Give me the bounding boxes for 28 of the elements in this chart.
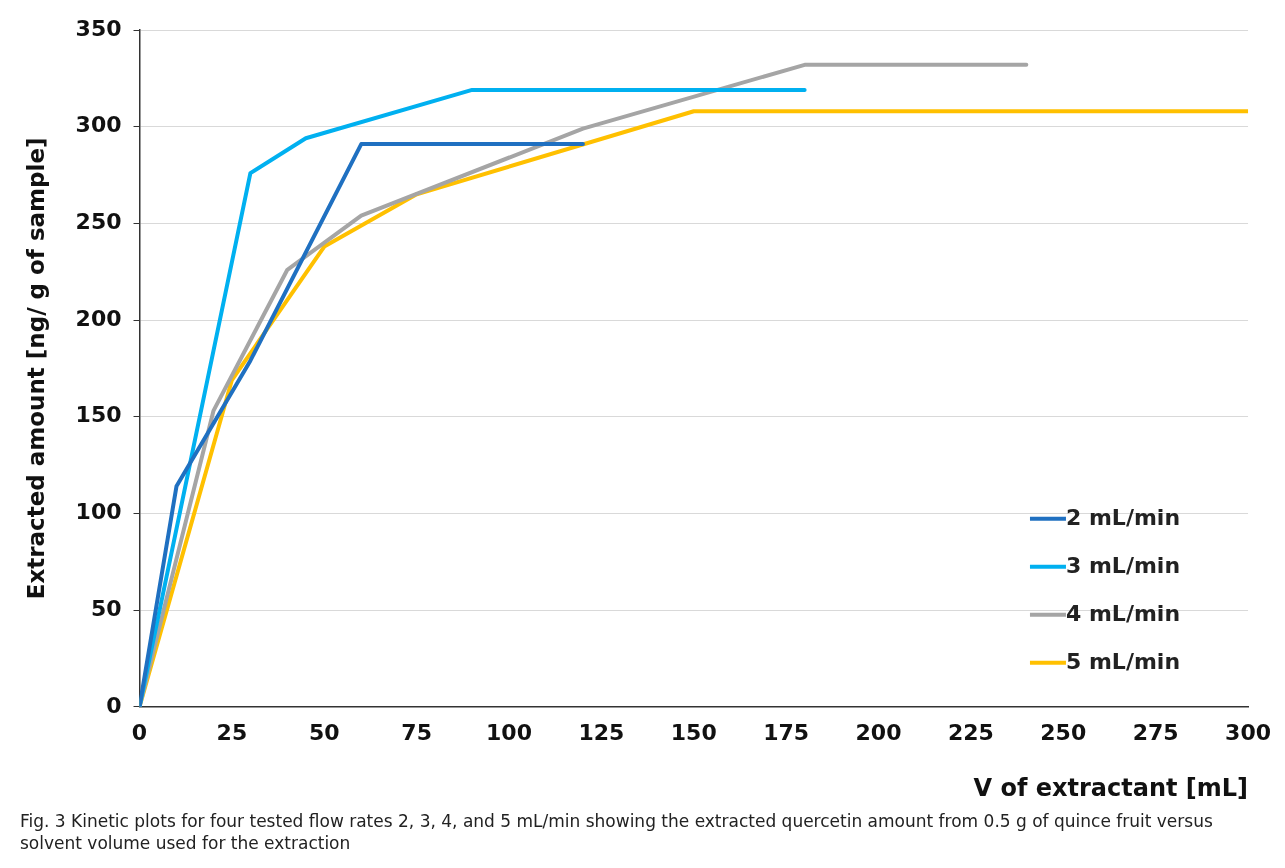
x-axis-title: V of extractant [mL] — [973, 773, 1249, 802]
x-tick-label: 300 — [1225, 719, 1272, 745]
legend-label: 4 mL/min — [1065, 600, 1181, 626]
x-tick-label: 225 — [947, 719, 994, 745]
legend-label: 3 mL/min — [1065, 552, 1181, 578]
y-tick-label: 350 — [75, 15, 122, 41]
y-tick-label: 0 — [106, 692, 122, 718]
caption: Fig. 3 Kinetic plots for four tested flow rates 2, 3, 4, and 5 mL/min showing the extracted quercetin amount from 0.5 g of quince fruit versus solvent volume used for the extraction — [20, 810, 1214, 855]
x-tick-label: 275 — [1132, 719, 1179, 745]
y-tick-label: 300 — [75, 112, 122, 138]
legend-label: 5 mL/min — [1065, 648, 1181, 674]
y-tick-label: 100 — [75, 499, 122, 525]
y-tick-label: 200 — [75, 305, 122, 331]
y-tick-label: 150 — [75, 402, 122, 428]
x-tick-label: 100 — [486, 719, 532, 745]
x-tick-label: 150 — [670, 719, 717, 745]
x-tick-label: 200 — [855, 719, 902, 745]
y-tick-label: 50 — [90, 595, 122, 621]
y-axis-title: Extracted amount [ng/ g of sample] — [22, 137, 49, 600]
x-tick-label: 75 — [401, 719, 432, 745]
x-tick-label: 175 — [763, 719, 810, 745]
legend-label: 2 mL/min — [1065, 504, 1181, 530]
x-tick-label: 250 — [1040, 719, 1087, 745]
x-tick-label: 125 — [578, 719, 625, 745]
x-tick-label: 25 — [216, 719, 248, 745]
y-tick-label: 250 — [75, 209, 122, 235]
x-tick-label: 0 — [131, 719, 148, 745]
x-tick-label: 50 — [308, 719, 340, 745]
